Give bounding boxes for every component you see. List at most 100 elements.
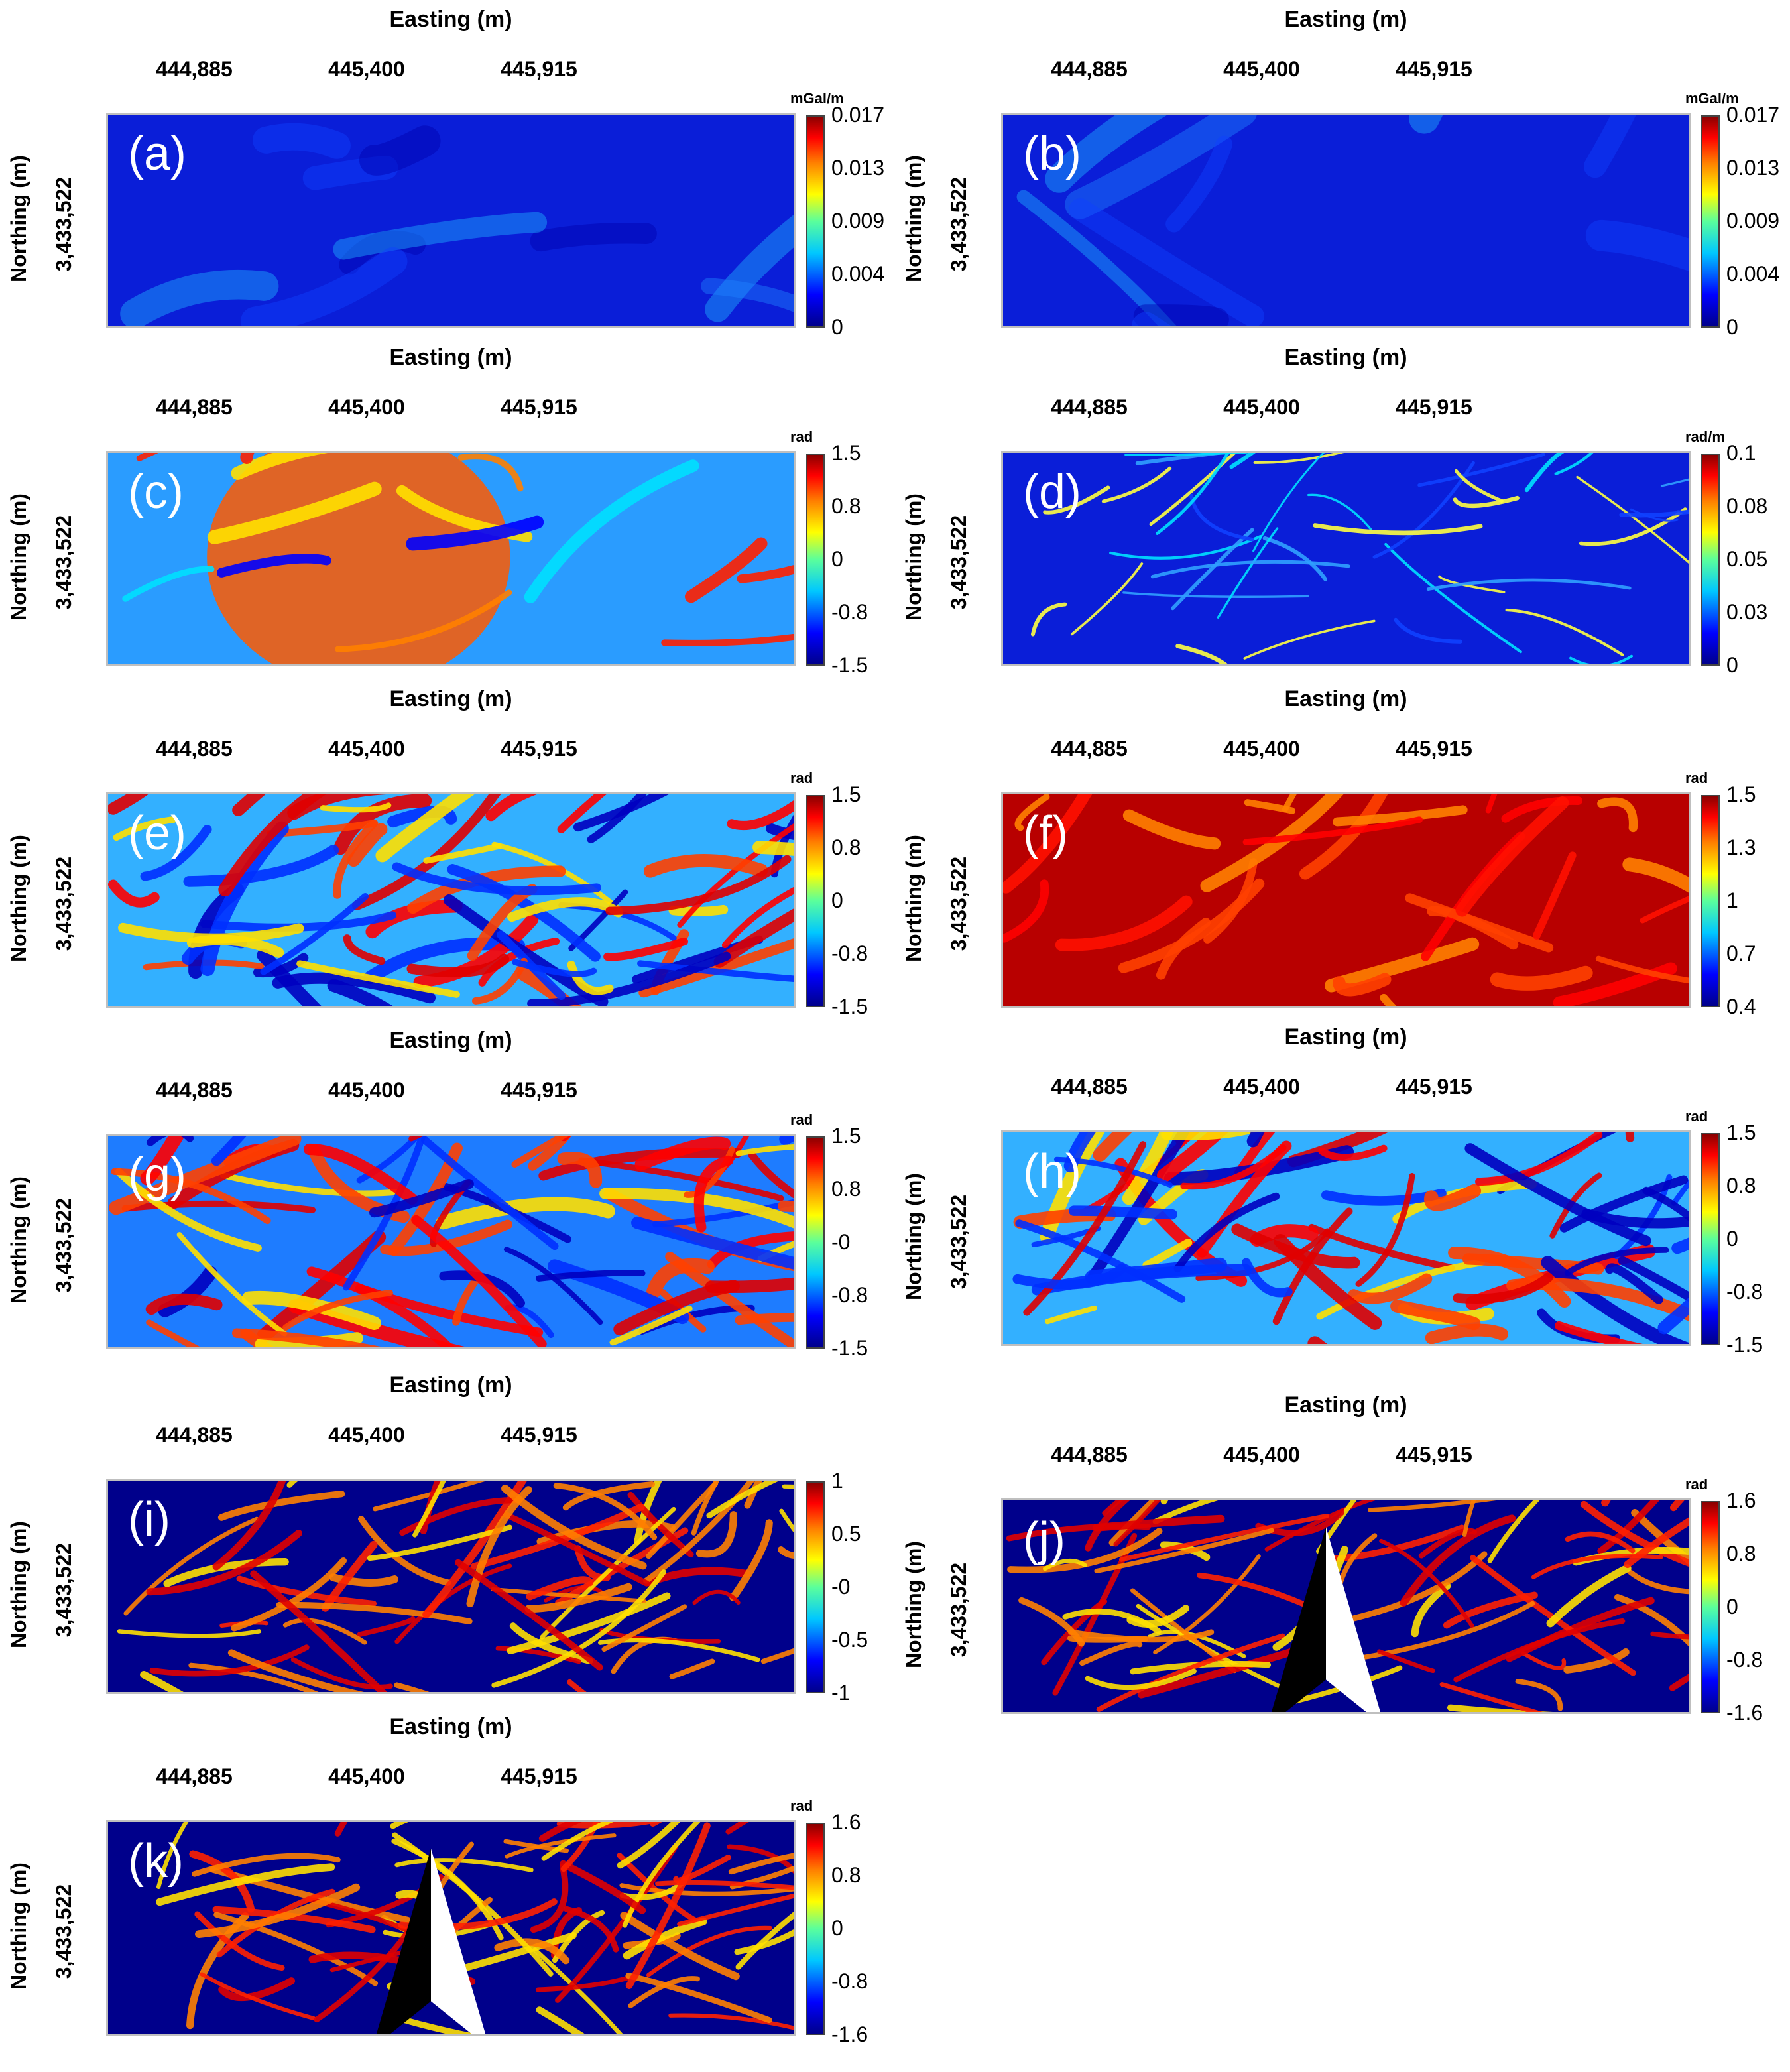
- map-canvas: [108, 794, 794, 1006]
- easting-tick-label: 444,885: [121, 395, 267, 420]
- colorbar: [1701, 115, 1720, 328]
- colorbar-tick-label: 0.8: [1726, 1174, 1756, 1198]
- northing-tick-label: 3,433,522: [52, 503, 76, 622]
- easting-tick-label: 445,400: [294, 395, 440, 420]
- easting-axis-title: Easting (m): [1001, 686, 1691, 712]
- colorbar-tick-label: 0.009: [831, 209, 884, 233]
- panel-label: (g): [128, 1148, 186, 1202]
- easting-axis-title: Easting (m): [106, 345, 796, 371]
- easting-axis-title: Easting (m): [106, 7, 796, 32]
- colorbar: [806, 1481, 825, 1693]
- colorbar-tick-label: 0: [831, 315, 843, 339]
- colorbar-tick-label: 1.3: [1726, 835, 1756, 860]
- panel-label: (c): [128, 465, 184, 519]
- northing-axis-title: Northing (m): [7, 451, 31, 663]
- easting-axis-title: Easting (m): [1001, 1392, 1691, 1418]
- easting-tick-label: 445,400: [1189, 395, 1335, 420]
- easting-tick-label: 445,915: [466, 1078, 612, 1103]
- easting-axis-title: Easting (m): [1001, 345, 1691, 371]
- colorbar-tick-label: 0.017: [1726, 103, 1779, 127]
- easting-tick-label: 444,885: [1016, 1443, 1162, 1467]
- colorbar-tick-label: 1: [1726, 888, 1738, 913]
- easting-tick-label: 444,885: [121, 57, 267, 82]
- easting-tick-label: 445,400: [294, 57, 440, 82]
- colorbar-tick-label: 0.1: [1726, 441, 1756, 465]
- north-arrow-icon: [1001, 1527, 1669, 1714]
- colorbar: [806, 454, 825, 666]
- colorbar-tick-label: 1: [831, 1469, 843, 1493]
- panel-label: (e): [128, 806, 186, 861]
- colorbar-tick-label: 1.5: [1726, 782, 1756, 807]
- map-canvas: [108, 115, 794, 326]
- northing-axis-title: Northing (m): [902, 451, 926, 663]
- easting-tick-label: 445,915: [466, 1423, 612, 1447]
- colorbar-tick-label: 0.08: [1726, 494, 1767, 518]
- map-canvas: [108, 1481, 794, 1692]
- easting-tick-label: 445,915: [1361, 737, 1507, 761]
- colorbar-unit: rad: [790, 1111, 813, 1128]
- easting-axis-title: Easting (m): [1001, 1024, 1691, 1050]
- panel-label: (i): [128, 1493, 170, 1547]
- map-image: (d): [1001, 451, 1691, 666]
- colorbar-tick-label: 0: [1726, 315, 1738, 339]
- colorbar-tick-label: -0.8: [831, 942, 868, 966]
- easting-tick-label: 444,885: [1016, 737, 1162, 761]
- easting-tick-label: 445,915: [466, 395, 612, 420]
- easting-tick-label: 445,400: [1189, 1075, 1335, 1099]
- colorbar-tick-label: 0.8: [831, 1177, 861, 1201]
- colorbar-tick-label: 0: [831, 547, 843, 572]
- northing-axis-title: Northing (m): [7, 113, 31, 325]
- map-canvas: [108, 453, 794, 664]
- colorbar-unit: rad: [1685, 770, 1708, 787]
- northing-tick-label: 3,433,522: [52, 1186, 76, 1305]
- northing-axis-title: Northing (m): [902, 1130, 926, 1343]
- northing-axis-title: Northing (m): [902, 792, 926, 1005]
- northing-axis-title: Northing (m): [902, 1498, 926, 1711]
- colorbar: [1701, 795, 1720, 1007]
- colorbar-tick-label: -0.8: [1726, 1280, 1763, 1304]
- colorbar-tick-label: -0.8: [831, 1969, 868, 1994]
- map-image: (c): [106, 451, 796, 666]
- map-image: (a): [106, 113, 796, 328]
- northing-tick-label: 3,433,522: [52, 164, 76, 284]
- colorbar-tick-label: 0.8: [1726, 1542, 1756, 1566]
- northing-tick-label: 3,433,522: [52, 1530, 76, 1650]
- northing-axis-title: Northing (m): [7, 792, 31, 1005]
- north-arrow-icon: [106, 1849, 774, 2036]
- lineament-trace: [1074, 1211, 1172, 1214]
- lineament-trace: [786, 1136, 794, 1139]
- easting-tick-label: 445,400: [1189, 737, 1335, 761]
- colorbar-tick-label: 0.013: [1726, 156, 1779, 180]
- northing-tick-label: 3,433,522: [947, 503, 971, 622]
- colorbar-tick-label: 0.004: [831, 262, 884, 286]
- easting-axis-title: Easting (m): [106, 1028, 796, 1054]
- colorbar-tick-label: -1.5: [831, 653, 868, 678]
- easting-tick-label: 445,915: [1361, 1443, 1507, 1467]
- easting-tick-label: 445,915: [466, 737, 612, 761]
- lineament-trace: [540, 233, 646, 241]
- easting-tick-label: 445,915: [466, 57, 612, 82]
- lineament-trace: [267, 137, 337, 145]
- colorbar-tick-label: 0.4: [1726, 995, 1756, 1019]
- colorbar: [806, 115, 825, 328]
- colorbar-tick-label: 0: [1726, 1595, 1738, 1619]
- panel-label: (b): [1023, 127, 1081, 181]
- colorbar: [806, 1136, 825, 1349]
- colorbar-tick-label: -1: [831, 1681, 850, 1705]
- easting-tick-label: 445,400: [294, 1423, 440, 1447]
- map-image: (i): [106, 1479, 796, 1694]
- colorbar-tick-label: 0.8: [831, 494, 861, 518]
- northing-tick-label: 3,433,522: [947, 1182, 971, 1302]
- easting-axis-title: Easting (m): [106, 1714, 796, 1740]
- lineament-trace: [375, 141, 425, 160]
- colorbar-tick-label: 1.5: [1726, 1121, 1756, 1145]
- easting-axis-title: Easting (m): [106, 686, 796, 712]
- easting-tick-label: 445,400: [1189, 1443, 1335, 1467]
- map-image: (g): [106, 1134, 796, 1349]
